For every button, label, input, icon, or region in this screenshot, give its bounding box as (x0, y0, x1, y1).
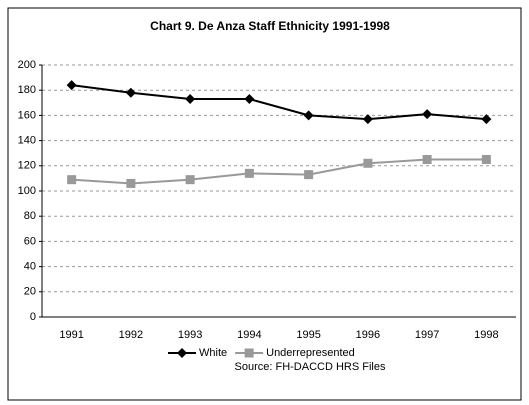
y-tick-label: 120 (18, 160, 36, 172)
series-line (71, 84, 487, 121)
y-tick-label: 100 (18, 185, 36, 197)
data-point (67, 175, 77, 185)
data-point (362, 114, 373, 125)
data-point (125, 87, 136, 98)
x-tick-label: 1993 (178, 329, 202, 341)
chart-frame (7, 7, 522, 401)
data-point (185, 94, 196, 105)
chart-title: Chart 9. De Anza Staff Ethnicity 1991-19… (150, 19, 390, 33)
legend-marker (244, 348, 254, 358)
x-tick-label: 1998 (474, 329, 498, 341)
data-point (244, 168, 254, 178)
y-tick-label: 200 (18, 59, 36, 71)
x-tick-label: 1995 (296, 329, 320, 341)
x-tick-label: 1992 (119, 329, 143, 341)
x-tick-label: 1997 (415, 329, 439, 341)
series-line (71, 158, 487, 185)
legend-label: White (199, 347, 227, 359)
data-point (481, 114, 492, 125)
y-tick-label: 140 (18, 135, 36, 147)
y-tick-label: 80 (24, 210, 36, 222)
data-point (66, 80, 77, 91)
data-point (363, 158, 373, 168)
x-tick-label: 1994 (237, 329, 261, 341)
data-point (422, 109, 433, 120)
legend-marker (177, 348, 187, 358)
data-point (304, 170, 314, 180)
data-point (481, 155, 491, 164)
y-tick-label: 60 (24, 235, 36, 247)
y-tick-label: 160 (18, 109, 36, 121)
y-tick-label: 0 (30, 311, 36, 323)
source-note: Source: FH-DACCD HRS Files (235, 361, 386, 373)
data-point (126, 178, 136, 188)
y-tick-label: 180 (18, 84, 36, 96)
data-point (422, 155, 432, 164)
data-point (185, 175, 195, 185)
y-tick-label: 20 (24, 286, 36, 298)
data-point (244, 94, 255, 105)
legend-label: Underrepresented (266, 347, 355, 359)
y-tick-label: 40 (24, 261, 36, 273)
x-tick-label: 1996 (356, 329, 380, 341)
x-tick-label: 1991 (59, 329, 83, 341)
data-point (303, 110, 314, 121)
